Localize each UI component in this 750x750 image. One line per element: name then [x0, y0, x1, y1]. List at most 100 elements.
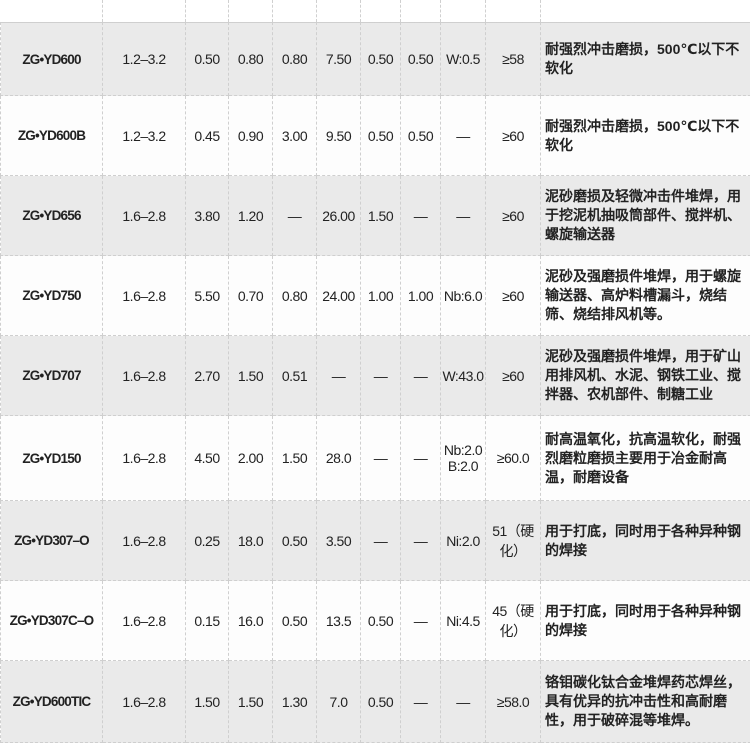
composition-value: 16.0 [228, 580, 273, 661]
composition-value: — [400, 335, 441, 416]
other-element: — [440, 95, 486, 176]
composition-value: 1.30 [272, 660, 317, 743]
product-model: ZG•YD750 [0, 255, 103, 336]
table-row: ZG•YD600TIC 1.6–2.8 1.50 1.50 1.30 7.0 0.50— — ≥… [0, 660, 750, 743]
other-element: Ni:2.0 [440, 500, 486, 581]
other-element: — [440, 175, 486, 256]
composition-value: 0.50 [400, 22, 441, 96]
composition-value: — [400, 415, 441, 501]
other-element: Ni:4.5 [440, 580, 486, 661]
application-description: 泥砂磨损及轻微冲击件堆焊，用于挖泥机抽吸筒部件、搅拌机、螺旋输送器 [540, 175, 750, 256]
composition-value: 13.5 [316, 580, 361, 661]
composition-value: 24.00 [316, 255, 361, 336]
diameter: 1.2–3.2 [102, 22, 186, 96]
composition-value: 28.0 [316, 415, 361, 501]
hardness: 51（硬化） [485, 500, 541, 581]
composition-value: 1.50 [272, 415, 317, 501]
diameter: 1.6–2.8 [102, 415, 186, 501]
table-row: ZG•YD707 1.6–2.8 2.70 1.50 0.51— — — W:43.0 ≥60 泥… [0, 335, 750, 416]
application-description: 耐高温氧化，抗高温软化，耐强烈磨粒磨损主要用于冶金耐高温，耐磨设备 [540, 415, 750, 501]
diameter: 1.6–2.8 [102, 660, 186, 743]
other-element: — [440, 660, 486, 743]
composition-value: 1.50 [228, 660, 273, 743]
composition-value: 0.50 [185, 22, 229, 96]
product-model: ZG•YD150 [0, 415, 103, 501]
composition-value: 0.50 [272, 580, 317, 661]
composition-value: 1.50 [360, 175, 401, 256]
product-model: ZG•YD307C–O [0, 580, 103, 661]
composition-value: — [360, 500, 401, 581]
composition-value: 0.70 [228, 255, 273, 336]
composition-value: 0.15 [185, 580, 229, 661]
product-model: ZG•YD656 [0, 175, 103, 256]
composition-value: 0.50 [360, 22, 401, 96]
composition-value: 0.45 [185, 95, 229, 176]
other-element: Nb:6.0 [440, 255, 486, 336]
composition-value: 7.50 [316, 22, 361, 96]
hardness: ≥58.0 [485, 660, 541, 743]
composition-value: 0.50 [360, 580, 401, 661]
hardness: ≥60 [485, 255, 541, 336]
product-model: ZG•YD600 [0, 22, 103, 96]
table-row: ZG•YD656 1.6–2.8 3.80 1.20—26.00 1.50— — ≥60 泥砂… [0, 175, 750, 256]
hardness: ≥60 [485, 95, 541, 176]
composition-value: 3.80 [185, 175, 229, 256]
other-element: W:0.5 [440, 22, 486, 96]
composition-value: 3.50 [316, 500, 361, 581]
composition-value: — [400, 175, 441, 256]
composition-value: — [360, 415, 401, 501]
other-element: Nb:2.0 B:2.0 [440, 415, 486, 501]
hardness: ≥58 [485, 22, 541, 96]
composition-value: 9.50 [316, 95, 361, 176]
composition-value: 1.00 [400, 255, 441, 336]
product-model: ZG•YD600B [0, 95, 103, 176]
hardness: ≥60 [485, 175, 541, 256]
composition-value: — [400, 660, 441, 743]
application-description: 泥砂及强磨损件堆焊，用于矿山用排风机、水泥、钢铁工业、搅拌器、农机部件、制糖工业 [540, 335, 750, 416]
composition-value: 0.50 [400, 95, 441, 176]
other-element: W:43.0 [440, 335, 486, 416]
application-description: 泥砂及强磨损件堆焊，用于螺旋输送器、高炉料槽漏斗，烧结筛、烧结排风机等。 [540, 255, 750, 336]
product-model: ZG•YD707 [0, 335, 103, 416]
composition-value: — [272, 175, 317, 256]
hardness: ≥60.0 [485, 415, 541, 501]
welding-wire-spec-table: ZG•YD600 1.2–3.2 0.50 0.80 0.80 7.50 0.50 0.50 W… [0, 22, 750, 743]
product-model: ZG•YD307–O [0, 500, 103, 581]
hardness: 45（硬化） [485, 580, 541, 661]
composition-value: 3.00 [272, 95, 317, 176]
application-description: 用于打底，同时用于各种异种钢的焊接 [540, 580, 750, 661]
composition-value: 0.50 [272, 500, 317, 581]
composition-value: 5.50 [185, 255, 229, 336]
composition-value: — [316, 335, 361, 416]
composition-value: 0.80 [272, 255, 317, 336]
application-description: 铬钼碳化钛合金堆焊药芯焊丝，具有优异的抗冲击性和高耐磨性，用于破碎混等堆焊。 [540, 660, 750, 743]
product-model: ZG•YD600TIC [0, 660, 103, 743]
diameter: 1.6–2.8 [102, 500, 186, 581]
composition-value: — [400, 580, 441, 661]
diameter: 1.6–2.8 [102, 255, 186, 336]
composition-value: 2.70 [185, 335, 229, 416]
composition-value: 4.50 [185, 415, 229, 501]
composition-value: 1.50 [228, 335, 273, 416]
composition-value: 0.50 [360, 95, 401, 176]
table-top-partial-row [0, 0, 750, 23]
diameter: 1.6–2.8 [102, 335, 186, 416]
table-row: ZG•YD600 1.2–3.2 0.50 0.80 0.80 7.50 0.50 0.50 W… [0, 22, 750, 96]
composition-value: 18.0 [228, 500, 273, 581]
composition-value: 0.50 [360, 660, 401, 743]
hardness: ≥60 [485, 335, 541, 416]
table-row: ZG•YD307–O 1.6–2.8 0.25 18.0 0.50 3.50— — Ni:2.… [0, 500, 750, 581]
composition-value: 0.51 [272, 335, 317, 416]
composition-value: 0.80 [228, 22, 273, 96]
table-row: ZG•YD307C–O 1.6–2.8 0.15 16.0 0.50 13.5 0.50— N… [0, 580, 750, 661]
table-row: ZG•YD150 1.6–2.8 4.50 2.00 1.50 28.0— — Nb:2.0 … [0, 415, 750, 501]
application-description: 用于打底，同时用于各种异种钢的焊接 [540, 500, 750, 581]
table-row: ZG•YD600B 1.2–3.2 0.45 0.90 3.00 9.50 0.50 0.50… [0, 95, 750, 176]
composition-value: 0.80 [272, 22, 317, 96]
application-description: 耐强烈冲击磨损，500℃以下不软化 [540, 22, 750, 96]
table-row: ZG•YD750 1.6–2.8 5.50 0.70 0.80 24.00 1.00 1.00… [0, 255, 750, 336]
diameter: 1.6–2.8 [102, 175, 186, 256]
composition-value: 7.0 [316, 660, 361, 743]
composition-value: 1.20 [228, 175, 273, 256]
composition-value: 1.50 [185, 660, 229, 743]
